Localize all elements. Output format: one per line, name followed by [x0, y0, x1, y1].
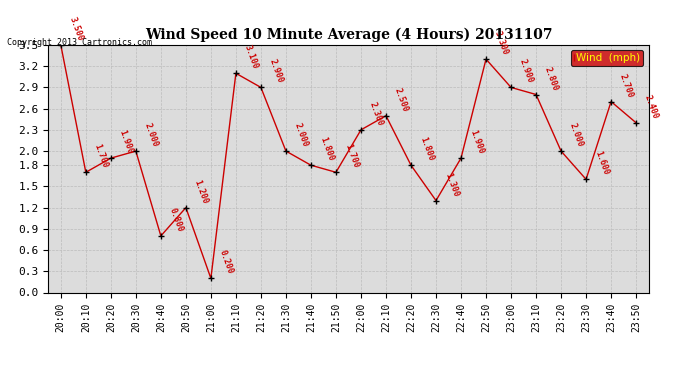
Text: Copyright 2013 Cartronics.com: Copyright 2013 Cartronics.com [7, 38, 152, 47]
Text: 2.000: 2.000 [293, 122, 310, 148]
Text: 2.000: 2.000 [568, 122, 585, 148]
Text: 1.900: 1.900 [118, 129, 135, 155]
Text: 2.000: 2.000 [143, 122, 160, 148]
Text: 2.500: 2.500 [393, 86, 410, 113]
Text: 0.200: 0.200 [218, 249, 235, 276]
Text: 2.300: 2.300 [368, 100, 385, 127]
Text: 1.800: 1.800 [318, 136, 335, 162]
Text: 2.800: 2.800 [543, 65, 560, 92]
Text: 1.700: 1.700 [343, 143, 360, 170]
Text: 1.200: 1.200 [193, 178, 210, 205]
Text: 1.300: 1.300 [443, 171, 460, 198]
Text: 2.900: 2.900 [518, 58, 535, 85]
Text: 2.700: 2.700 [618, 72, 635, 99]
Text: 2.400: 2.400 [643, 93, 660, 120]
Text: 1.800: 1.800 [418, 136, 435, 162]
Text: 3.300: 3.300 [493, 30, 510, 56]
Text: 1.700: 1.700 [92, 143, 110, 170]
Text: 3.500: 3.500 [68, 16, 85, 42]
Title: Wind Speed 10 Minute Average (4 Hours) 20131107: Wind Speed 10 Minute Average (4 Hours) 2… [145, 28, 552, 42]
Text: 3.100: 3.100 [243, 44, 260, 70]
Text: 1.600: 1.600 [593, 150, 610, 177]
Text: 0.800: 0.800 [168, 207, 185, 233]
Text: 1.900: 1.900 [468, 129, 485, 155]
Legend: Wind  (mph): Wind (mph) [571, 50, 643, 66]
Text: 2.900: 2.900 [268, 58, 285, 85]
